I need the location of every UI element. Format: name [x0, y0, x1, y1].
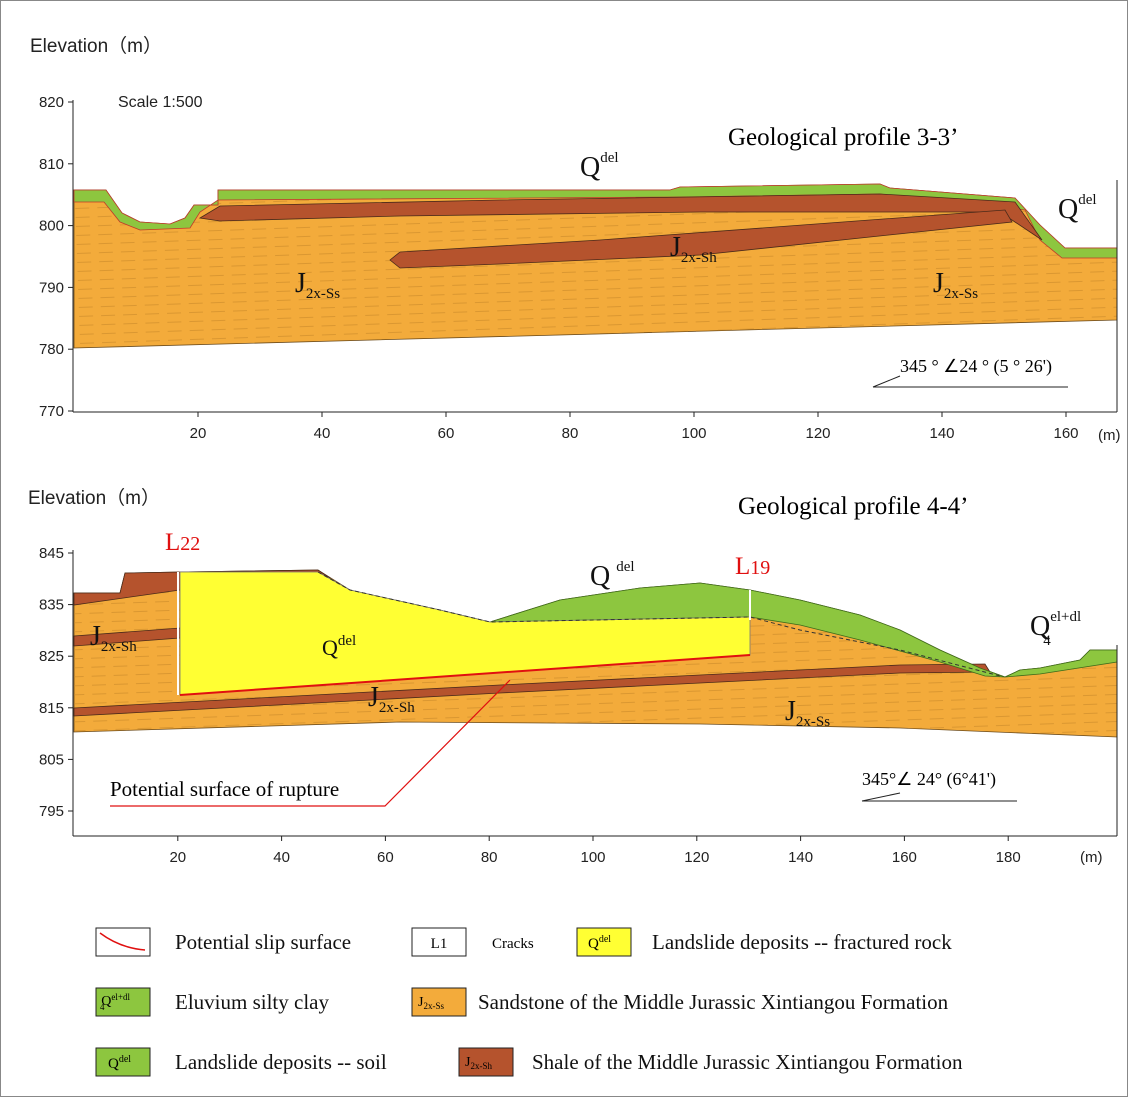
legend-text: Landslide deposits -- fractured rock: [652, 930, 952, 954]
legend-text: Landslide deposits -- soil: [175, 1050, 387, 1074]
label: Qdel: [580, 150, 619, 183]
legend-text: Shale of the Middle Jurassic Xintiangou …: [532, 1050, 963, 1074]
x-tick-label: 60: [377, 849, 394, 866]
x-tick-label: 120: [684, 849, 709, 866]
x-tick-label: 60: [438, 425, 455, 442]
y-tick-label: 835: [39, 597, 64, 614]
y-tick-label: 795: [39, 803, 64, 820]
x-tick-label: 40: [314, 425, 331, 442]
label: Qdel: [1058, 192, 1097, 225]
y-tick-label: 820: [39, 94, 64, 111]
y-tick-label: 800: [39, 218, 64, 235]
x-tick-label: 160: [1053, 425, 1078, 442]
y-tick-label: 770: [39, 403, 64, 420]
legend-symbol: L1: [431, 936, 448, 952]
y-tick-label: 815: [39, 700, 64, 717]
x-tick-label: 140: [929, 425, 954, 442]
x-unit: (m): [1098, 427, 1121, 444]
x-tick-label: 100: [681, 425, 706, 442]
x-tick-label: 160: [892, 849, 917, 866]
y-label: Elevation（m）: [30, 35, 162, 57]
legend-text: Sandstone of the Middle Jurassic Xintian…: [478, 990, 949, 1014]
x-tick-label: 180: [996, 849, 1021, 866]
legend-box: [96, 928, 150, 956]
profile-4: Elevation（m） Geological profile 4-4’ (m)…: [28, 487, 1117, 866]
legend-text: Cracks: [492, 936, 534, 952]
x-tick-label: 40: [273, 849, 290, 866]
attitude: 345 ° ∠24 ° (5 ° 26'): [900, 356, 1052, 377]
profile-3: Elevation（m） Scale 1:500 Geological prof…: [30, 35, 1121, 444]
title: Geological profile 4-4’: [738, 493, 968, 520]
title: Geological profile 3-3’: [728, 124, 958, 151]
y-tick-label: 810: [39, 156, 64, 173]
attitude-line: [862, 793, 1017, 801]
x-tick-label: 140: [788, 849, 813, 866]
attitude-line: [873, 376, 1068, 387]
y-tick-label: 780: [39, 341, 64, 358]
y-tick-label: 845: [39, 545, 64, 562]
legend-text: Potential slip surface: [175, 930, 351, 954]
y-tick-label: 805: [39, 751, 64, 768]
y-label: Elevation（m）: [28, 487, 160, 509]
attitude: 345°∠ 24° (6°41'): [862, 769, 996, 790]
x-tick-label: 80: [481, 849, 498, 866]
x-tick-label: 100: [580, 849, 605, 866]
x-tick-label: 20: [190, 425, 207, 442]
crack-label: L19: [735, 553, 770, 580]
legend-text: Eluvium silty clay: [175, 990, 329, 1014]
y-tick-label: 825: [39, 648, 64, 665]
scale: Scale 1:500: [118, 94, 203, 111]
legend: Potential slip surface L1 Cracks Qdel La…: [96, 928, 963, 1076]
y-tick-label: 790: [39, 279, 64, 296]
crack-label: L22: [165, 529, 200, 556]
x-tick-label: 80: [562, 425, 579, 442]
x-unit: (m): [1080, 849, 1103, 866]
rupture-label: Potential surface of rupture: [110, 777, 339, 801]
x-tick-label: 20: [169, 849, 186, 866]
figure: Elevation（m） Scale 1:500 Geological prof…: [0, 0, 1137, 1098]
x-tick-label: 120: [805, 425, 830, 442]
